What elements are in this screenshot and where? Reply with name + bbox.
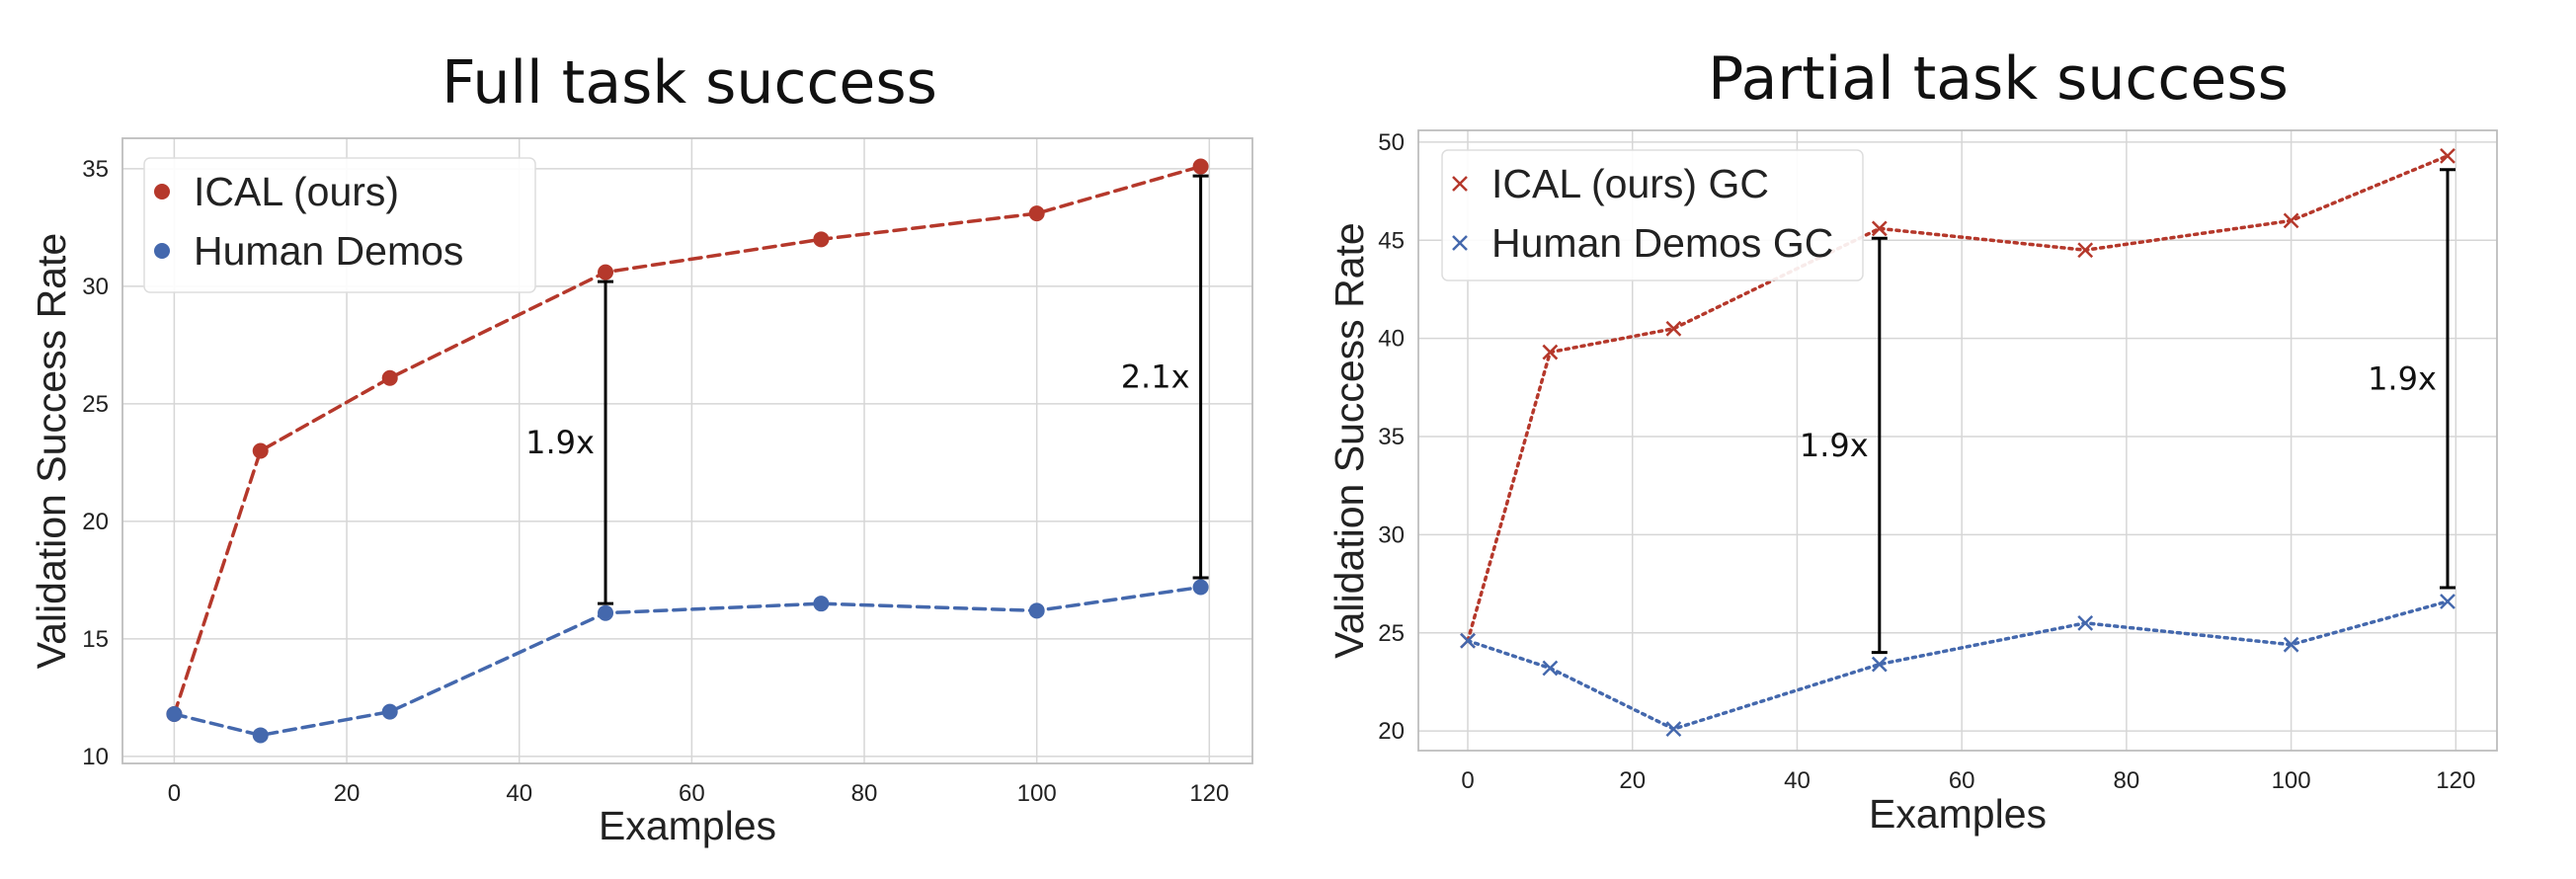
legend-box: [1441, 149, 1864, 281]
legend-label: ICAL (ours): [194, 169, 399, 214]
x-axis-label: Examples: [599, 803, 776, 848]
legend-marker: [1452, 176, 1468, 192]
data-point: [1460, 632, 1476, 649]
y-tick-label: 35: [1378, 424, 1405, 450]
y-axis-label: Validation Success Rate: [29, 233, 74, 669]
x-tick-label: 40: [506, 780, 532, 807]
x-tick-label: 20: [334, 780, 361, 807]
legend-label: ICAL (ours) GC: [1491, 161, 1769, 206]
y-tick-label: 20: [1378, 718, 1405, 745]
y-tick-label: 15: [82, 626, 109, 653]
y-tick-label: 35: [82, 156, 109, 183]
legend-label: Human Demos GC: [1491, 220, 1833, 266]
data-point: [2440, 147, 2455, 164]
y-tick-label: 25: [1378, 620, 1405, 647]
x-tick-label: 120: [1189, 780, 1229, 807]
chart-1: 0 20 40 60 80 100 120 10 15 20 25 30 35 Full task suc…: [29, 48, 1253, 848]
data-point: [1665, 320, 1682, 337]
gap-label: 1.9x: [525, 424, 595, 461]
x-tick-label: 100: [2272, 767, 2311, 794]
y-tick-label: 40: [1378, 326, 1405, 353]
x-tick-label: 120: [2436, 767, 2475, 794]
data-point: [381, 703, 398, 720]
legend-marker: [154, 184, 170, 200]
y-tick-label: 30: [1378, 521, 1405, 548]
legend-marker: [154, 243, 170, 259]
series-line-2: [172, 585, 1203, 738]
legend-marker: [1452, 235, 1468, 251]
data-point: [1665, 721, 1682, 738]
x-tick-label: 60: [1949, 767, 1975, 794]
x-tick-label: 0: [1461, 767, 1474, 794]
data-point: [2283, 636, 2299, 653]
gap-label: 1.9x: [1800, 427, 1869, 464]
x-tick-label: 60: [679, 780, 705, 807]
x-tick-label: 80: [851, 780, 878, 807]
x-tick-label: 100: [1017, 780, 1057, 807]
data-point: [1192, 579, 1209, 596]
data-point: [1028, 602, 1045, 619]
data-point: [381, 369, 398, 386]
legend-box: [143, 157, 536, 293]
x-tick-label: 20: [1619, 767, 1646, 794]
data-point: [813, 231, 830, 248]
data-point: [1871, 656, 1888, 673]
chart-title: Full task success: [442, 48, 937, 118]
data-point: [1871, 220, 1888, 237]
legend: ICAL (ours) Human Demos: [143, 157, 536, 293]
data-point: [1542, 344, 1559, 360]
legend: ICAL (ours) GC Human Demos GC: [1441, 149, 1864, 281]
gap-label: 2.1x: [1121, 359, 1190, 396]
legend-label: Human Demos: [194, 228, 463, 274]
y-tick-label: 25: [82, 391, 109, 418]
gap-label: 1.9x: [2368, 360, 2437, 397]
data-point: [166, 706, 183, 723]
chart-2: 0 20 40 60 80 100 120 20 25 30 35 40 45 50 Partial tas…: [1327, 44, 2498, 837]
data-point: [2077, 242, 2094, 259]
y-tick-label: 30: [82, 274, 109, 300]
y-axis-label: Validation Success Rate: [1327, 222, 1372, 658]
series-line-2: [1466, 599, 2450, 732]
data-point: [1028, 205, 1045, 222]
x-tick-label: 40: [1784, 767, 1811, 794]
data-point: [2440, 594, 2455, 609]
data-point: [2077, 614, 2094, 631]
x-axis-label: Examples: [1869, 791, 2047, 837]
data-point: [252, 442, 269, 459]
data-point: [813, 596, 830, 612]
plot-frame: [1417, 129, 2498, 752]
chart-title: Partial task success: [1708, 44, 2289, 114]
y-tick-label: 20: [82, 509, 109, 535]
data-point: [598, 264, 614, 280]
y-tick-label: 10: [82, 744, 109, 770]
data-point: [2283, 212, 2299, 229]
data-point: [1192, 158, 1209, 175]
data-point: [598, 604, 614, 621]
y-tick-label: 50: [1378, 129, 1405, 156]
x-tick-label: 0: [168, 780, 181, 807]
x-tick-label: 80: [2114, 767, 2140, 794]
plot-frame: [121, 137, 1253, 764]
data-point: [252, 727, 269, 744]
y-tick-label: 45: [1378, 227, 1405, 254]
data-point: [1542, 660, 1559, 677]
